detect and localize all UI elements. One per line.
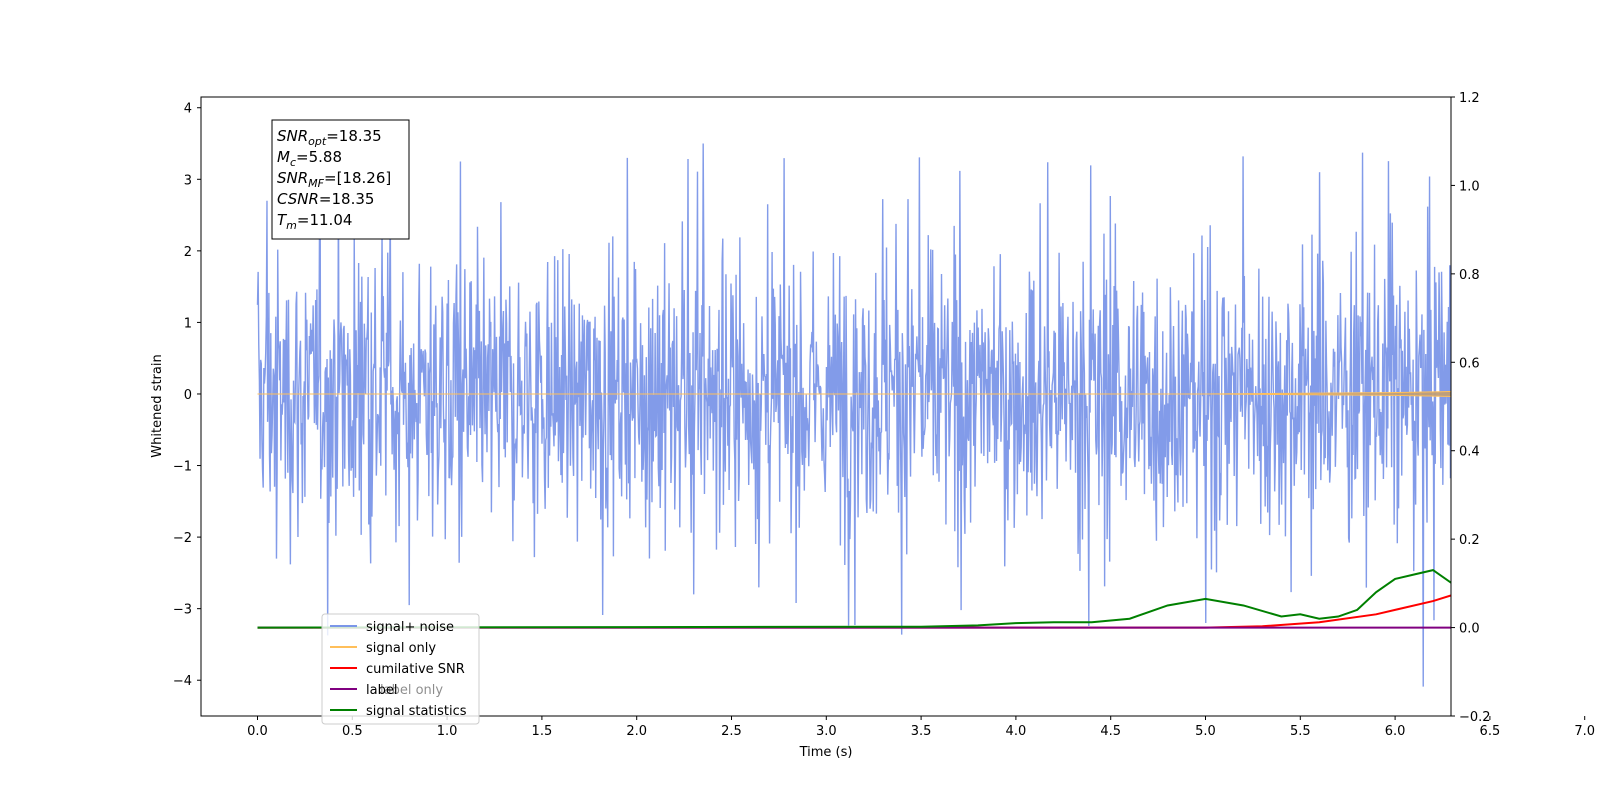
legend: signal+ noise signal only cumilative SNR la… — [321, 613, 480, 725]
x-tick-label: 0.5 — [342, 724, 363, 739]
x-tick-label: 3.0 — [816, 724, 837, 739]
info-annotation-box: SNRopt=18.35Mc=5.88SNRMF=[18.26]CSNR=18.… — [271, 119, 410, 240]
y-right-tick-label: 1.0 — [1459, 179, 1480, 194]
legend-label: signal only — [366, 641, 436, 656]
x-tick-label: 3.5 — [911, 724, 932, 739]
legend-label: cumilative SNR — [366, 662, 465, 677]
y-left-tick-label: −2 — [173, 531, 192, 546]
y-right-tick-label: 1.2 — [1459, 91, 1480, 106]
y-right-tick-label: 0.2 — [1459, 533, 1480, 548]
x-tick-label: 7.0 — [1574, 724, 1595, 739]
y-right-tick-label: 0.6 — [1459, 356, 1480, 371]
legend-label: signal+ noise — [366, 620, 454, 635]
x-tick-label: 4.5 — [1100, 724, 1121, 739]
y-right-tick-label: 0.8 — [1459, 268, 1480, 283]
x-tick-label: 0.0 — [247, 724, 268, 739]
series-signal-only — [257, 390, 1451, 397]
y-left-tick-label: −1 — [173, 460, 192, 475]
info-line: SNRopt=18.35 — [277, 127, 382, 148]
info-line: Mc=5.88 — [277, 148, 342, 169]
x-tick-label: 5.0 — [1195, 724, 1216, 739]
y-axis-label: Whitened strain — [150, 354, 165, 457]
y-left-tick-label: 2 — [184, 245, 192, 260]
x-tick-label: 6.0 — [1385, 724, 1406, 739]
x-axis-label: Time (s) — [799, 745, 853, 760]
x-tick-label: 1.5 — [532, 724, 553, 739]
y-left-tick-label: 3 — [184, 173, 192, 188]
info-line: SNRMF=[18.26] — [277, 169, 391, 190]
x-tick-label: 2.0 — [626, 724, 647, 739]
series-signal-plus-noise — [256, 143, 1451, 687]
x-tick-label: 6.5 — [1480, 724, 1501, 739]
legend-label: label — [366, 683, 397, 698]
legend-label: signal statistics — [366, 704, 467, 719]
y-left-tick-label: 4 — [184, 102, 192, 117]
series-signal-statistics — [257, 569, 1451, 629]
x-tick-label: 2.5 — [721, 724, 742, 739]
y-left-tick-label: 0 — [184, 388, 192, 403]
info-line: CSNR=18.35 — [277, 190, 374, 208]
x-tick-label: 5.5 — [1290, 724, 1311, 739]
series-cumilative-snr — [257, 594, 1451, 629]
legend-frame — [321, 613, 480, 725]
y-left-tick-label: −4 — [173, 674, 192, 689]
y-right-tick-label: −0.2 — [1459, 710, 1491, 725]
info-box-frame — [271, 119, 410, 240]
y-right-tick-label: 0.0 — [1459, 622, 1480, 637]
x-tick-label: 1.0 — [437, 724, 458, 739]
info-line: Tm=11.04 — [277, 211, 352, 232]
y-left-tick-label: 1 — [184, 316, 192, 331]
x-tick-label: 4.0 — [1006, 724, 1027, 739]
y-left-tick-label: −3 — [173, 603, 192, 618]
legend-label: label only — [380, 683, 443, 698]
y-right-tick-label: 0.4 — [1459, 445, 1480, 460]
